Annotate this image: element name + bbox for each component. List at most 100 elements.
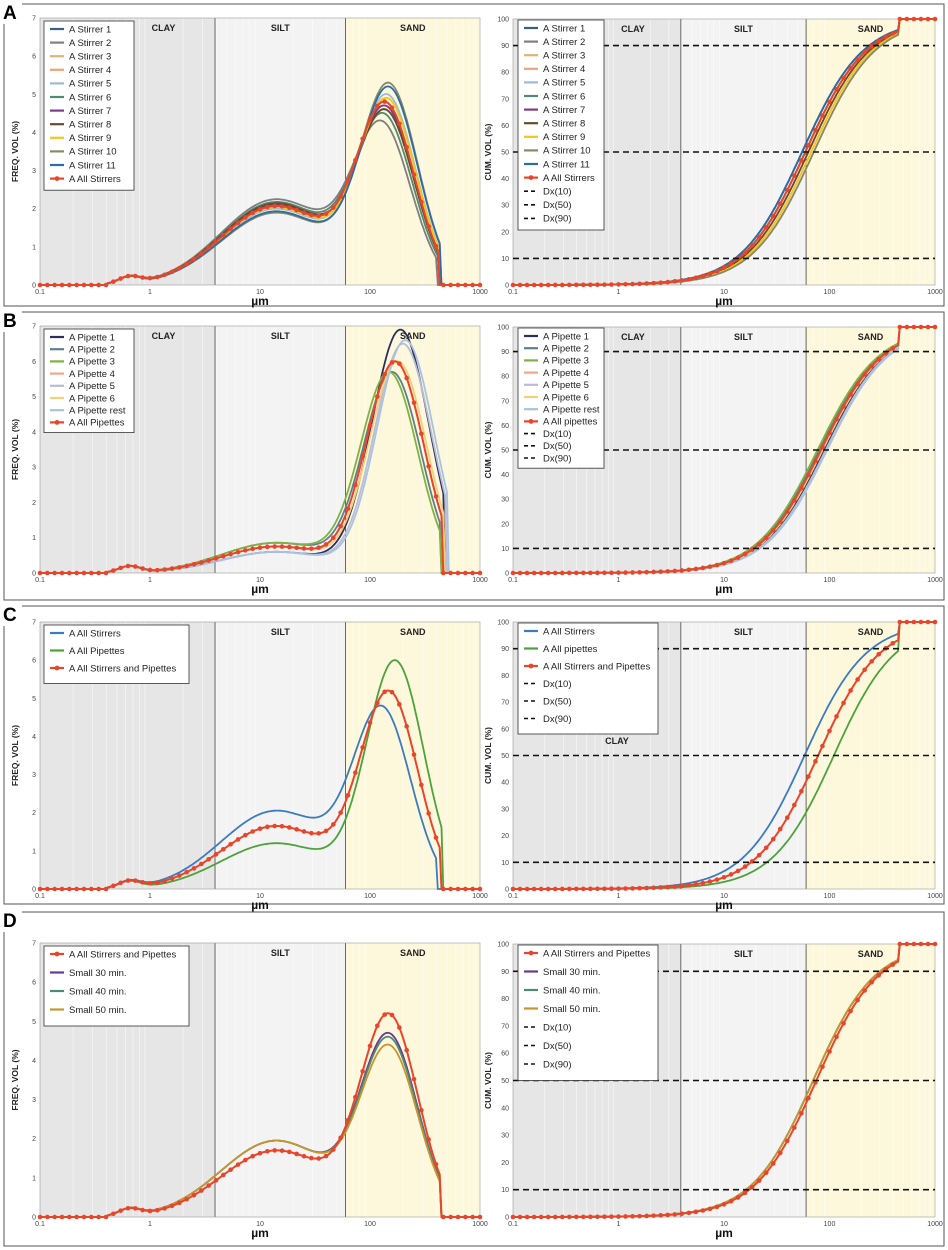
- data-point: [820, 743, 825, 749]
- legend-label: A Stirrer 9: [543, 132, 585, 143]
- x-tick-label: 0.1: [508, 1221, 518, 1228]
- data-point: [925, 619, 931, 625]
- y-tick-label: 7: [32, 620, 36, 627]
- data-point: [265, 544, 270, 550]
- data-point: [735, 1195, 741, 1200]
- data-point: [545, 886, 551, 892]
- data-point: [118, 565, 123, 571]
- data-point: [199, 560, 204, 565]
- data-point: [517, 282, 523, 288]
- data-point: [404, 1047, 409, 1053]
- data-point: [679, 883, 685, 889]
- data-point: [162, 878, 167, 884]
- data-point: [848, 688, 853, 693]
- data-point: [574, 570, 579, 576]
- data-point: [869, 979, 874, 985]
- data-point: [345, 792, 351, 798]
- data-point: [89, 282, 94, 288]
- data-point: [679, 568, 685, 573]
- data-point: [602, 1214, 607, 1220]
- legend-label: A All pipettes: [543, 417, 598, 428]
- data-point: [763, 845, 769, 851]
- legend-marker: [54, 176, 60, 182]
- legend-label: A Pipette 1: [543, 331, 589, 342]
- y-tick-label: 7: [32, 324, 36, 331]
- data-point: [876, 651, 882, 657]
- x-tick-label: 10: [256, 1221, 264, 1228]
- legend-label: A All Stirrers and Pipettes: [69, 663, 176, 674]
- data-point: [588, 1214, 593, 1220]
- x-axis-label: µm: [251, 1226, 269, 1240]
- data-point: [721, 1202, 727, 1207]
- legend-label: A Pipette 2: [543, 344, 589, 355]
- data-point: [918, 941, 924, 947]
- data-point: [742, 1190, 748, 1196]
- data-point: [463, 1214, 468, 1220]
- data-point: [470, 886, 475, 892]
- data-point: [806, 143, 811, 148]
- data-point: [74, 570, 79, 576]
- data-point: [345, 506, 351, 511]
- legend-label: A All Stirrers: [543, 626, 595, 637]
- zone-label-sand: SAND: [858, 949, 884, 959]
- y-tick-label: 4: [32, 734, 36, 741]
- data-point: [419, 199, 424, 205]
- y-tick-label: 70: [501, 96, 509, 103]
- data-point: [693, 275, 699, 281]
- data-point: [147, 880, 153, 886]
- zone-label-silt: SILT: [734, 24, 753, 34]
- data-point: [52, 570, 57, 576]
- legend-label: Dx(90): [543, 453, 572, 464]
- data-point: [777, 826, 783, 832]
- legend-label: A All Stirrers and Pipettes: [69, 949, 176, 960]
- data-point: [693, 881, 699, 887]
- data-point: [228, 841, 233, 847]
- data-point: [714, 877, 720, 882]
- legend-marker: [528, 950, 534, 956]
- y-tick-label: 7: [32, 941, 36, 948]
- data-point: [897, 16, 903, 22]
- data-point: [904, 324, 910, 330]
- legend-label: A All Pipettes: [69, 418, 125, 429]
- data-point: [382, 371, 387, 377]
- data-point: [820, 113, 825, 118]
- x-tick-label: 1: [617, 1221, 621, 1228]
- plot-frame: [39, 325, 481, 574]
- data-point: [96, 886, 101, 892]
- y-tick-label: 5: [32, 92, 36, 99]
- data-point: [316, 831, 321, 836]
- data-point: [538, 886, 544, 892]
- data-point: [309, 1155, 314, 1161]
- data-point: [848, 1008, 853, 1014]
- data-point: [279, 1148, 285, 1153]
- data-point: [59, 1214, 65, 1220]
- x-tick-label: 1: [148, 289, 152, 296]
- y-tick-label: 80: [501, 996, 509, 1003]
- y-tick-label: 40: [501, 780, 509, 787]
- data-point: [213, 1178, 219, 1183]
- data-point: [630, 570, 635, 575]
- x-tick-label: 100: [364, 1221, 376, 1228]
- x-tick-label: 10: [720, 893, 728, 900]
- data-point: [470, 570, 475, 576]
- data-point: [897, 324, 903, 330]
- x-tick-label: 1000: [472, 1221, 488, 1228]
- y-tick-label: 2: [32, 810, 36, 817]
- data-point: [911, 16, 917, 22]
- x-axis-label: µm: [251, 582, 269, 596]
- data-point: [869, 43, 874, 49]
- data-point: [693, 566, 699, 572]
- data-point: [477, 886, 483, 892]
- data-point: [338, 523, 343, 529]
- data-point: [140, 1207, 145, 1213]
- data-point: [602, 886, 607, 892]
- data-point: [111, 279, 116, 284]
- data-point: [602, 570, 607, 576]
- data-point: [316, 545, 321, 550]
- data-point: [338, 1135, 343, 1141]
- cum-chart-a: CLAY SILT SAND 0.1 1 10 100 1000 0 10 20 30 40 50 60 70…: [483, 17, 943, 309]
- data-point: [184, 869, 189, 875]
- data-point: [862, 50, 867, 55]
- data-point: [191, 562, 197, 567]
- y-tick-label: 0: [32, 1215, 36, 1222]
